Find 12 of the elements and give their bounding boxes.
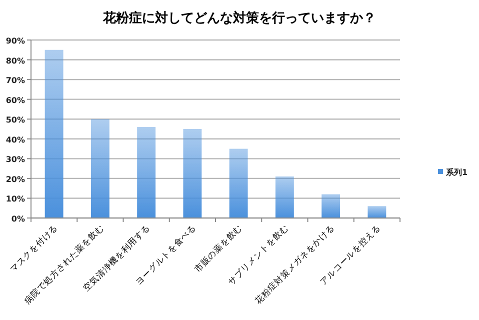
y-tick-label: 30% xyxy=(6,155,25,164)
y-tick-label: 80% xyxy=(6,56,25,66)
y-tick-label: 60% xyxy=(6,96,25,105)
y-tick-label: 40% xyxy=(6,135,25,144)
chart-title: 花粉症に対してどんな対策を行っていますか？ xyxy=(102,10,376,26)
y-tick-label: 20% xyxy=(6,174,25,184)
y-tick-label: 50% xyxy=(6,116,25,125)
legend-label: 系列1 xyxy=(445,168,468,177)
y-tick-label: 90% xyxy=(6,36,25,46)
y-tick-label: 10% xyxy=(6,194,25,204)
y-tick-label: 0% xyxy=(11,214,25,224)
y-tick-label: 70% xyxy=(6,76,25,86)
